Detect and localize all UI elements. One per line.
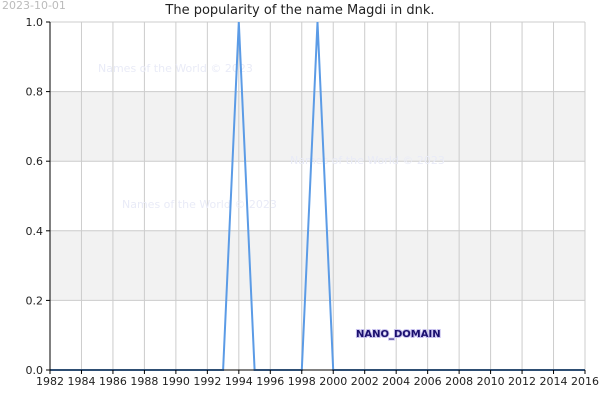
x-tick-label: 1996 xyxy=(256,375,284,388)
corner-date: 2023-10-01 xyxy=(2,0,66,12)
grid-band xyxy=(50,91,585,162)
y-tick-label: 0.0 xyxy=(26,364,44,377)
y-tick-label: 0.6 xyxy=(26,155,44,168)
grid-lines xyxy=(49,21,586,371)
x-tick-label: 2014 xyxy=(540,375,568,388)
x-tick-label: 1994 xyxy=(225,375,253,388)
nano-domain-label: NANO_DOMAIN xyxy=(356,329,441,340)
x-tick-label: 1998 xyxy=(288,375,316,388)
watermark-text: Names of the World © 2023 xyxy=(290,154,445,167)
y-tick-label: 0.8 xyxy=(26,86,44,99)
x-tick-label: 2006 xyxy=(414,375,442,388)
chart-title: The popularity of the name Magdi in dnk. xyxy=(164,3,434,18)
y-tick-label: 1.0 xyxy=(26,16,44,29)
y-tick-label: 0.2 xyxy=(26,294,44,307)
background-bands xyxy=(50,91,585,301)
x-tick-label: 1992 xyxy=(193,375,221,388)
axes xyxy=(46,21,586,374)
x-tick-label: 2010 xyxy=(477,375,505,388)
x-tick-label: 1982 xyxy=(36,375,64,388)
x-tick-label: 2012 xyxy=(508,375,536,388)
x-tick-label: 2002 xyxy=(351,375,379,388)
x-tick-label: 2008 xyxy=(445,375,473,388)
x-tick-label: 1986 xyxy=(99,375,127,388)
watermark-text: Names of the World © 2023 xyxy=(98,62,253,75)
watermarks: Names of the World © 2023 Names of the W… xyxy=(98,62,445,211)
x-tick-label: 1988 xyxy=(130,375,158,388)
grid-band xyxy=(50,230,585,301)
x-tick-label: 1984 xyxy=(67,375,95,388)
x-tick-label: 2016 xyxy=(571,375,599,388)
tick-labels: 1982 1984 1986 1988 1990 1992 1994 1996 1998 2000… xyxy=(26,16,600,388)
x-tick-label: 2000 xyxy=(319,375,347,388)
watermark-text: Names of the World © 2023 xyxy=(122,198,277,211)
x-tick-label: 2004 xyxy=(382,375,410,388)
y-tick-label: 0.4 xyxy=(26,225,44,238)
x-tick-label: 1990 xyxy=(162,375,190,388)
